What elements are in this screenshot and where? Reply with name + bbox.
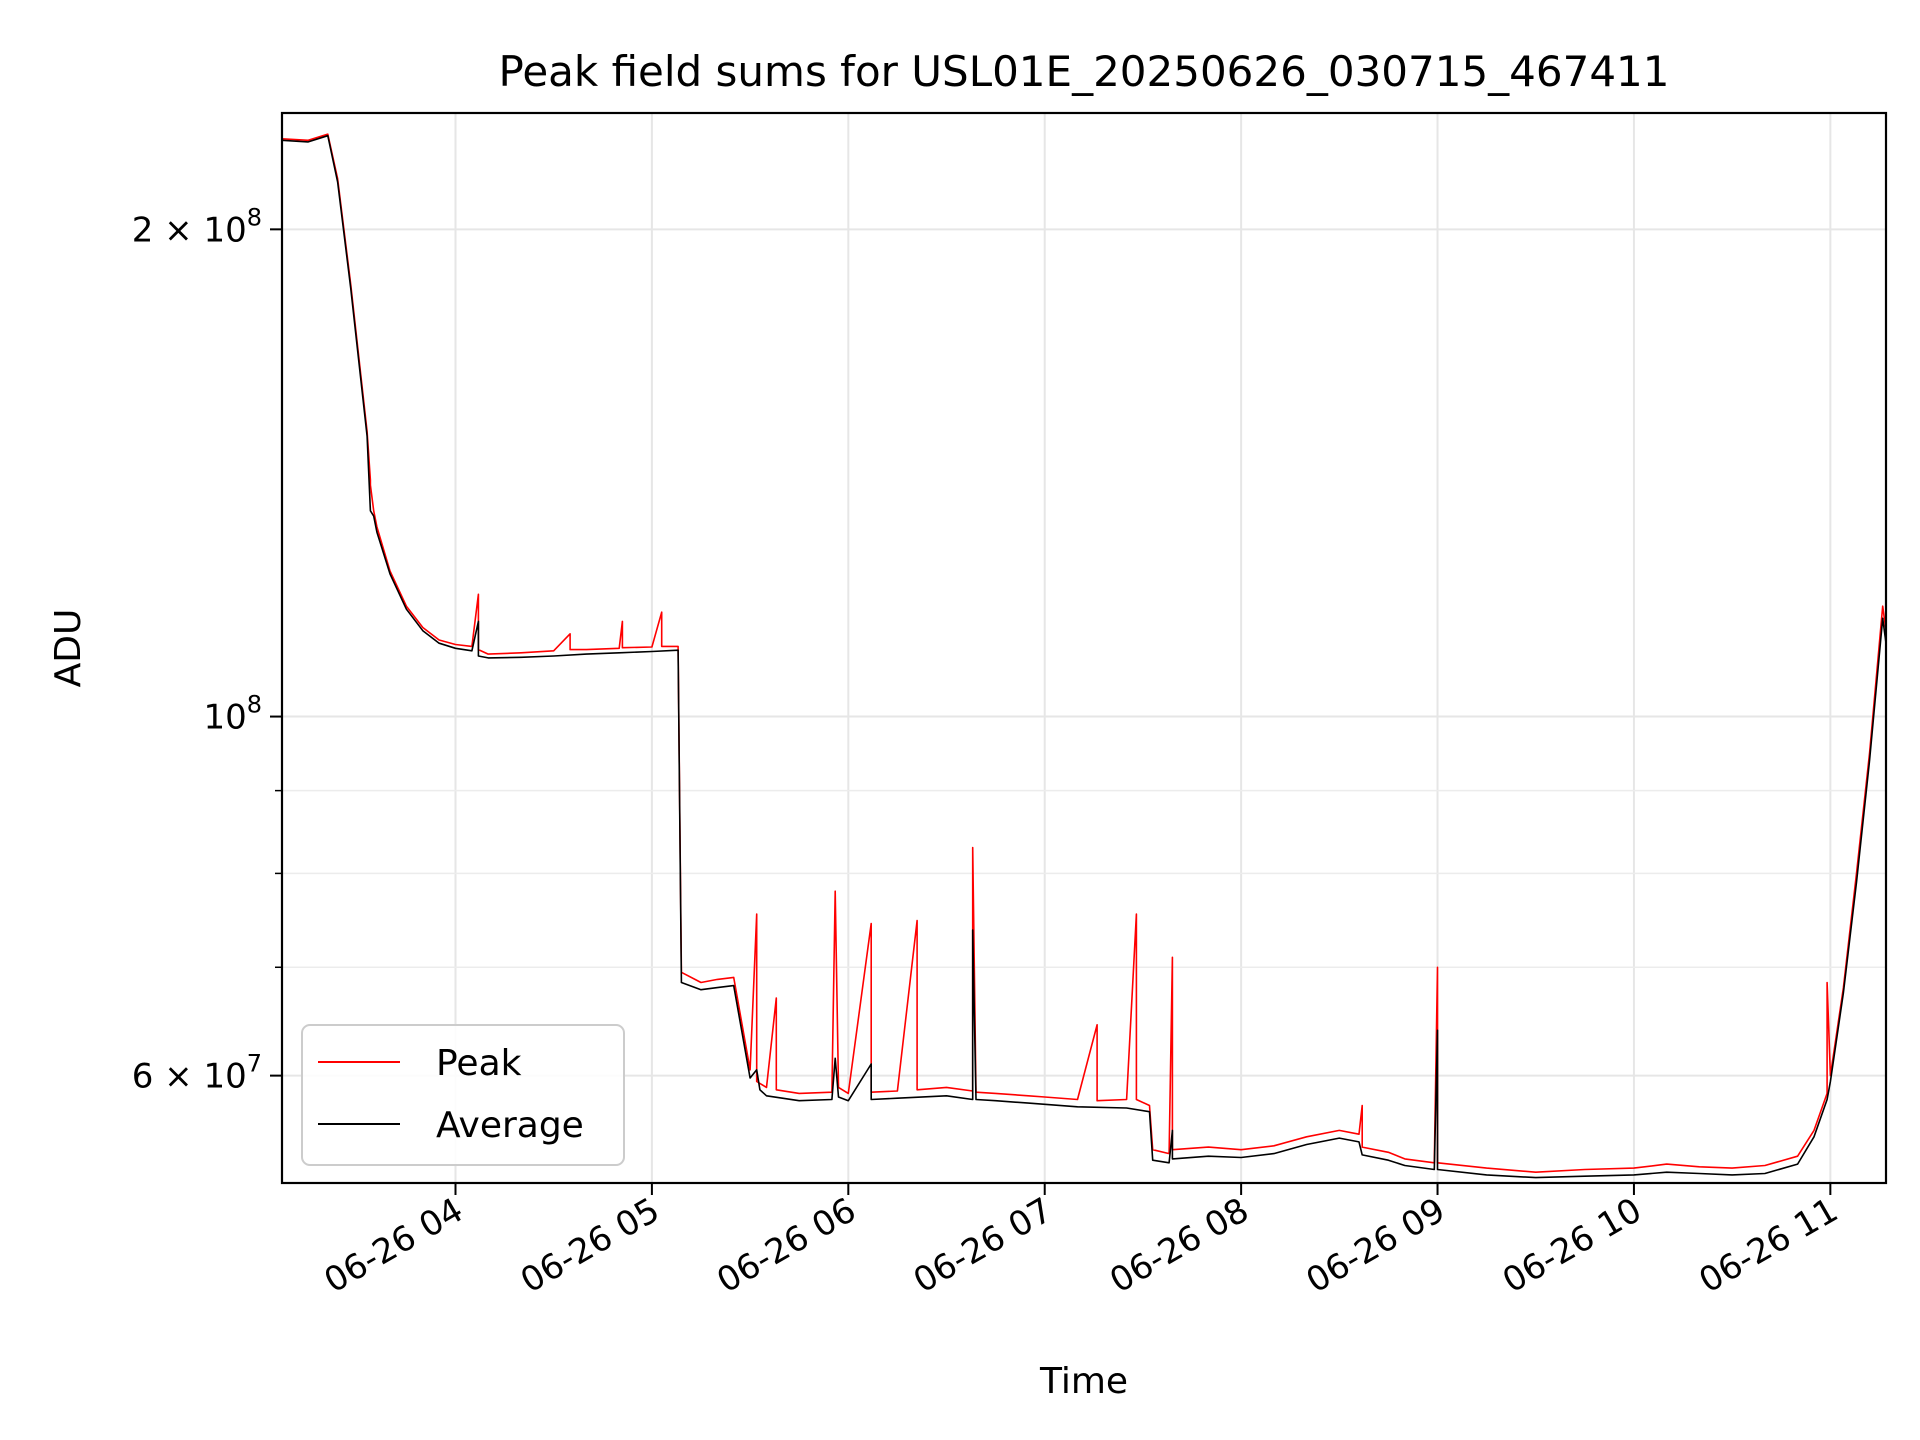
series-line-peak (282, 133, 1886, 1173)
x-tick-label: 06-26 11 (1692, 1190, 1844, 1301)
legend-box (301, 1024, 625, 1166)
y-tick-label: 2 × 108 (132, 203, 262, 250)
x-axis-title: Time (1039, 1361, 1128, 1402)
y-tick-label: 6 × 107 (132, 1050, 262, 1097)
y-axis-title: ADU (48, 609, 89, 688)
x-tick-label: 06-26 08 (1103, 1190, 1255, 1301)
x-axis: 06-26 04 06-26 05 06-26 06 06-26 07 06-26 08… (318, 1183, 1845, 1301)
y-tick-exponent: 7 (247, 1050, 262, 1078)
series-layer (282, 133, 1886, 1179)
y-tick-base: 2 × 10 (132, 210, 247, 250)
y-tick-exponent: 8 (247, 691, 262, 719)
plot-frame (280, 111, 1888, 1185)
legend: Peak Average (301, 1024, 625, 1166)
grid (282, 113, 1886, 1183)
y-tick-base: 10 (203, 698, 246, 738)
series-line-average (282, 134, 1886, 1179)
y-tick-exponent: 8 (247, 203, 262, 231)
x-tick-label: 06-26 05 (514, 1190, 666, 1301)
x-tick-label: 06-26 07 (907, 1190, 1059, 1301)
x-tick-label: 06-26 10 (1496, 1190, 1648, 1301)
x-tick-label: 06-26 09 (1300, 1190, 1452, 1301)
legend-label-average: Average (436, 1105, 584, 1146)
y-tick-base: 6 × 10 (132, 1057, 247, 1097)
x-tick-label: 06-26 06 (710, 1190, 862, 1301)
legend-label-peak: Peak (436, 1043, 522, 1084)
x-tick-label: 06-26 04 (318, 1190, 470, 1301)
chart-title: Peak field sums for USL01E_20250626_0307… (498, 47, 1669, 96)
y-tick-label: 108 (203, 691, 262, 738)
